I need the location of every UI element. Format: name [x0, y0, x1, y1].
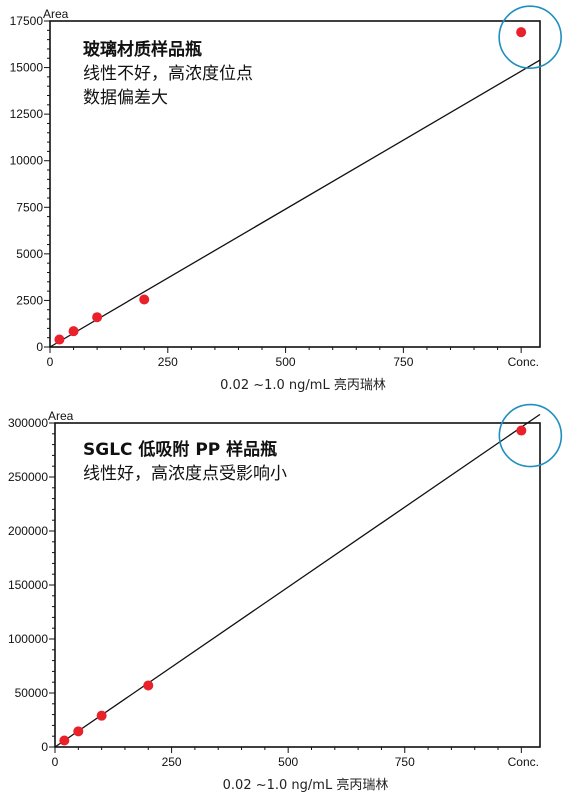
chart-2-annotation-title: SGLC 低吸附 PP 样品瓶 — [83, 439, 277, 460]
chart-1-data-point — [69, 326, 79, 336]
chart-1-data-point — [92, 312, 102, 322]
chart-1-data-point — [516, 27, 526, 37]
chart-1-y-tick-label: 15000 — [10, 61, 44, 75]
chart-2-data-point — [59, 736, 69, 746]
chart-2-data-point — [516, 426, 526, 436]
chart-2-y-axis-label: Area — [48, 409, 74, 423]
chart-2-data-point — [97, 711, 107, 721]
chart-1-annotation-title: 玻璃材质样品瓶 — [83, 39, 202, 60]
chart-1-y-tick-label: 10000 — [10, 154, 44, 168]
chart-1-annotation-line: 数据偏差大 — [83, 88, 168, 108]
chart-1-annotation-line: 线性不好，高浓度位点 — [83, 64, 253, 84]
chart-2-x-tick-label: 0 — [52, 755, 59, 769]
chart-1-y-tick-label: 2500 — [16, 293, 43, 307]
chart-2-y-tick-label: 50000 — [15, 686, 49, 700]
chart-2-y-tick-label: 250000 — [8, 470, 48, 484]
chart-2-x-tick-label: 750 — [395, 755, 415, 769]
chart-1-data-point — [139, 294, 149, 304]
chart-1-y-tick-label: 5000 — [16, 247, 43, 261]
chart-1-x-tick-label: 0 — [47, 355, 54, 369]
chart-2-y-tick-label: 150000 — [8, 578, 48, 592]
chart-2-x-end-label: Conc. — [508, 755, 539, 769]
chart-2-y-tick-label: 100000 — [8, 632, 48, 646]
chart-2-data-point — [143, 680, 153, 690]
chart-2-y-tick-label: 0 — [41, 740, 48, 754]
chart-1-y-tick-label: 7500 — [16, 200, 43, 214]
chart-1-y-tick-label: 0 — [36, 340, 43, 354]
chart-1-x-axis-label: 0.02 ~1.0 ng/mL 亮丙瑞林 — [220, 377, 386, 393]
chart-1-y-tick-label: 17500 — [10, 14, 44, 28]
chart-2-x-tick-label: 500 — [278, 755, 298, 769]
chart-1-data-point — [54, 335, 64, 345]
chart-1-y-axis-label: Area — [43, 7, 69, 21]
chart-2-annotation-line: 线性好，高浓度点受影响小 — [83, 464, 287, 484]
chart-2-data-point — [73, 726, 83, 736]
chart-2-y-tick-label: 200000 — [8, 524, 48, 538]
chart-1-y-tick-label: 12500 — [10, 107, 44, 121]
chart-2-y-tick-label: 300000 — [8, 416, 48, 430]
chart-1-x-tick-label: 500 — [276, 355, 296, 369]
chart-1-highlight-circle — [499, 6, 561, 68]
chart-1-x-tick-label: 250 — [158, 355, 178, 369]
chart-2-x-axis-label: 0.02 ~1.0 ng/mL 亮丙瑞林 — [223, 777, 389, 793]
chart-1-x-end-label: Conc. — [508, 355, 539, 369]
chart-2-x-tick-label: 250 — [162, 755, 182, 769]
chart-1-x-tick-label: 750 — [393, 355, 413, 369]
